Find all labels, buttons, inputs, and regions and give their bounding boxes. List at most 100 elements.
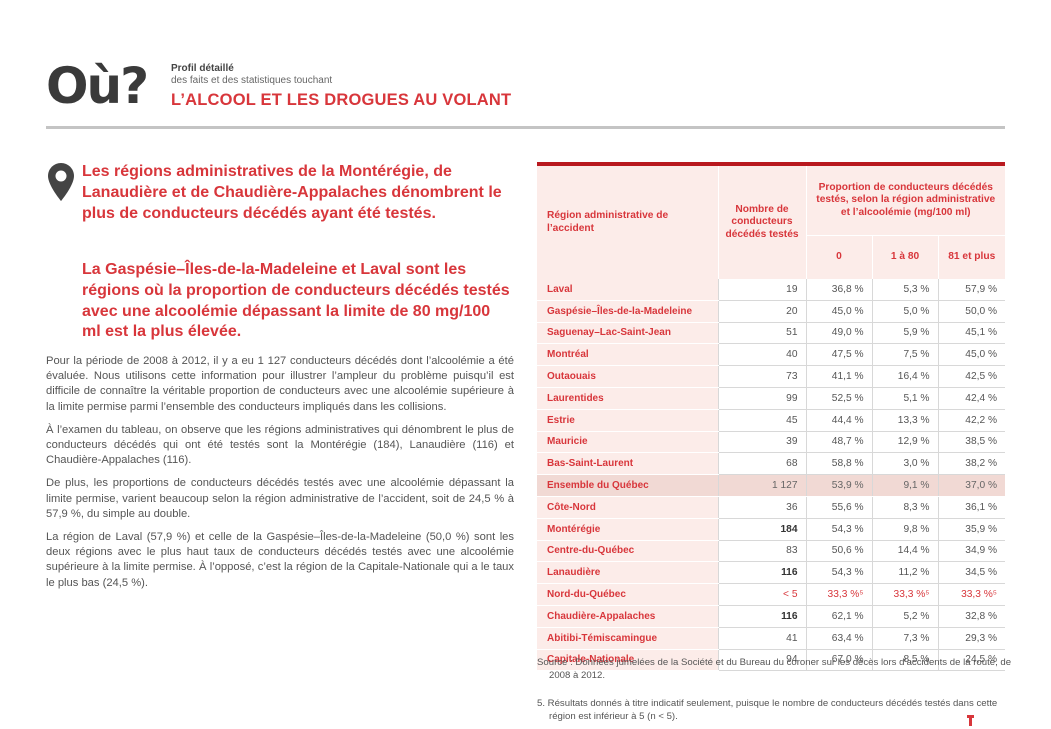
pct-81-plus: 37,0 % [937,474,1006,497]
pct-zero: 36,8 % [805,279,872,301]
table-row: Bas-Saint-Laurent 68 58,8 % 3,0 % 38,2 % [537,452,1006,476]
driver-count: 73 [717,365,806,388]
table-row: Laval 19 36,8 % 5,3 % 57,9 % [537,279,1006,301]
region-name: Chaudière-Appalaches [537,605,718,628]
driver-count: 116 [717,605,806,628]
logo: Où? [46,57,149,115]
pct-zero: 47,5 % [805,343,872,367]
region-name: Capitale-Nationale [537,649,718,672]
pct-1-80: 33,3 %⁵ [871,583,938,606]
pct-1-80: 9,1 % [871,474,938,497]
region-name: Estrie [537,409,718,432]
pct-81-plus: 36,1 % [937,496,1006,519]
pct-1-80: 16,4 % [871,365,938,388]
pct-zero: 52,5 % [805,387,872,410]
pct-81-plus: 34,9 % [937,540,1006,563]
corner-mark-icon [967,715,974,726]
page-title: L’ALCOOL ET LES DROGUES AU VOLANT [171,91,512,109]
region-name: Abitibi-Témiscamingue [537,627,718,650]
pct-1-80: 5,0 % [871,300,938,323]
table-row: Abitibi-Témiscamingue 41 63,4 % 7,3 % 29,3 % [537,627,1006,650]
header-col-81-plus: 81 et plus [937,235,1006,279]
lead-paragraph-2: La Gaspésie–Îles-de-la-Madeleine et Lava… [82,261,510,341]
pct-1-80: 12,9 % [871,431,938,454]
table-body: Laval 19 36,8 % 5,3 % 57,9 % Gaspésie–Îles-de… [537,279,1006,672]
body-paragraph-2: À l’examen du tableau, on observe que le… [46,423,514,467]
region-name: Saguenay–Lac-Saint-Jean [537,322,718,345]
table-row: Gaspésie–Îles-de-la-Madeleine 20 45,0 % 5,0… [537,300,1006,323]
pct-1-80: 8,5 % [871,649,938,672]
table-row: Côte-Nord 36 55,6 % 8,3 % 36,1 % [537,496,1006,519]
table-row: Centre-du-Québec 83 50,6 % 14,4 % 34,9 % [537,540,1006,563]
header-proportion: Proportion de conducteurs décédés testés… [805,162,1006,236]
pct-1-80: 14,4 % [871,540,938,563]
driver-count: 51 [717,322,806,345]
region-name: Montréal [537,343,718,367]
header-col-1-80: 1 à 80 [871,235,938,279]
pct-1-80: 5,1 % [871,387,938,410]
region-name: Outaouais [537,365,718,388]
pct-zero: 63,4 % [805,627,872,650]
pct-1-80: 3,0 % [871,452,938,476]
pct-zero: 54,3 % [805,518,872,541]
table-row: Montréal 40 47,5 % 7,5 % 45,0 % [537,343,1006,367]
pct-1-80: 5,2 % [871,605,938,628]
header-count: Nombre de conducteurs décédés testés [717,162,806,279]
table-row: Mauricie 39 48,7 % 12,9 % 38,5 % [537,431,1006,454]
pct-zero: 44,4 % [805,409,872,432]
pct-1-80: 5,9 % [871,322,938,345]
region-name: Côte-Nord [537,496,718,519]
pct-81-plus: 34,5 % [937,561,1006,585]
pct-1-80: 5,3 % [871,279,938,301]
driver-count: 39 [717,431,806,454]
region-name: Centre-du-Québec [537,540,718,563]
region-stats-table: Région administrative de l’accident Nomb… [537,162,1006,672]
table-row: Estrie 45 44,4 % 13,3 % 42,2 % [537,409,1006,432]
driver-count: 45 [717,409,806,432]
footnote: 5. Résultats donnés à titre indicatif se… [537,698,998,722]
pct-zero: 53,9 % [805,474,872,497]
driver-count: 1 127 [717,474,806,497]
header-col-0: 0 [805,235,872,279]
pct-1-80: 8,3 % [871,496,938,519]
pct-1-80: 9,8 % [871,518,938,541]
source-note: Source : Données jumelées de la Société … [537,657,1012,681]
driver-count: < 5 [717,583,806,606]
table-row: Outaouais 73 41,1 % 16,4 % 42,5 % [537,365,1006,388]
pct-81-plus: 45,1 % [937,322,1006,345]
region-name: Lanaudière [537,561,718,585]
pct-1-80: 11,2 % [871,561,938,585]
pct-81-plus: 24,5 % [937,649,1006,672]
pct-zero: 54,3 % [805,561,872,585]
table-row: Lanaudière 116 54,3 % 11,2 % 34,5 % [537,561,1006,585]
pct-zero: 49,0 % [805,322,872,345]
region-name: Montérégie [537,518,718,541]
pct-zero: 62,1 % [805,605,872,628]
location-pin-icon [48,163,74,201]
driver-count: 40 [717,343,806,367]
table-row: Montérégie 184 54,3 % 9,8 % 35,9 % [537,518,1006,541]
region-name: Gaspésie–Îles-de-la-Madeleine [537,300,718,323]
region-name: Mauricie [537,431,718,454]
header-subtitle: des faits et des statistiques touchant [171,75,333,86]
pct-1-80: 7,3 % [871,627,938,650]
body-paragraph-3: De plus, les proportions de conducteurs … [46,477,514,520]
pct-81-plus: 35,9 % [937,518,1006,541]
pct-zero: 33,3 %⁵ [805,583,872,606]
pct-81-plus: 29,3 % [937,627,1006,650]
header-divider [46,126,1005,129]
pct-zero: 50,6 % [805,540,872,563]
pct-81-plus: 42,4 % [937,387,1006,410]
driver-count: 41 [717,627,806,650]
pct-81-plus: 38,2 % [937,452,1006,476]
pct-81-plus: 38,5 % [937,431,1006,454]
body-paragraph-4: La région de Laval (57,9 %) et celle de … [46,531,514,589]
table-row: Laurentides 99 52,5 % 5,1 % 42,4 % [537,387,1006,410]
driver-count: 83 [717,540,806,563]
pct-81-plus: 32,8 % [937,605,1006,628]
region-name: Laval [537,279,718,301]
region-name: Ensemble du Québec [537,474,718,497]
pct-1-80: 13,3 % [871,409,938,432]
body-paragraph-1: Pour la période de 2008 à 2012, il y a e… [46,355,514,413]
region-name: Laurentides [537,387,718,410]
